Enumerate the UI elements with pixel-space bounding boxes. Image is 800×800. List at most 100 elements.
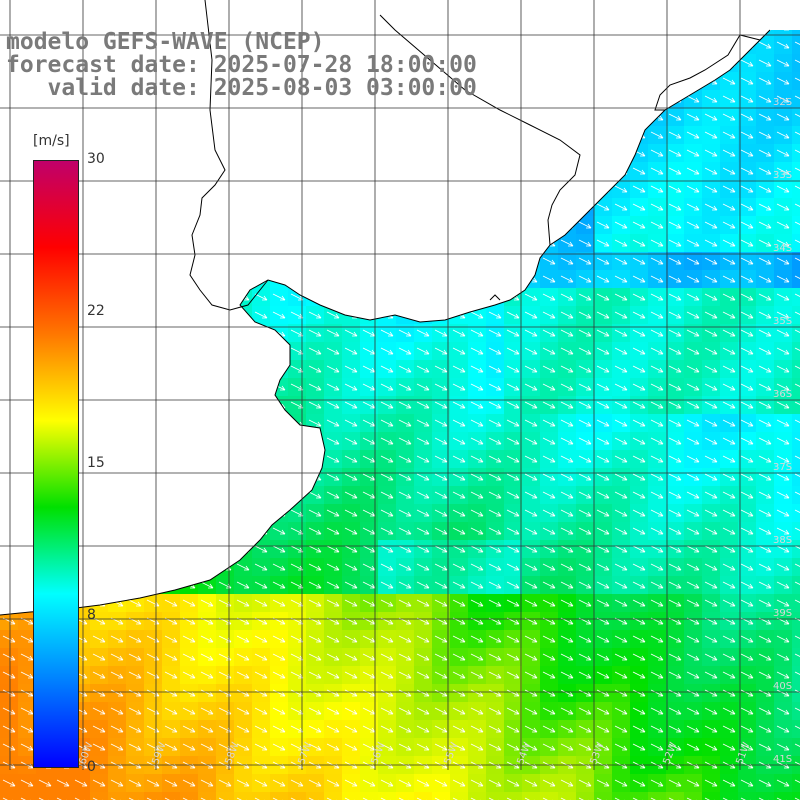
wind-arrow — [236, 581, 250, 589]
wind-arrow — [326, 329, 340, 337]
wind-arrow — [272, 311, 286, 319]
lat-label: 33S — [773, 170, 792, 181]
wind-arrow — [92, 779, 106, 787]
wind-arrow — [704, 581, 718, 589]
wind-arrow — [614, 419, 628, 427]
field-cell — [792, 270, 800, 289]
wind-arrow — [668, 689, 682, 697]
field-cell — [792, 522, 800, 541]
wind-arrow — [542, 275, 556, 283]
wind-arrow — [776, 113, 790, 121]
wind-arrow — [470, 491, 484, 499]
wind-arrow — [740, 599, 754, 607]
wind-arrow — [398, 365, 412, 373]
wind-arrow — [344, 545, 358, 553]
wind-arrow — [488, 599, 502, 607]
wind-arrow — [794, 653, 800, 657]
field-cell — [522, 792, 541, 800]
wind-arrow — [470, 671, 484, 679]
wind-arrow — [434, 797, 445, 800]
wind-arrow — [632, 581, 646, 589]
wind-arrow — [452, 689, 466, 697]
wind-arrow — [740, 149, 754, 157]
wind-arrow — [434, 689, 448, 697]
wind-arrow — [650, 257, 664, 265]
wind-arrow — [326, 347, 340, 355]
wind-arrow — [128, 743, 142, 751]
wind-arrow — [128, 635, 142, 643]
wind-arrow — [362, 563, 376, 571]
field-cell — [0, 792, 19, 800]
wind-arrow — [686, 653, 700, 661]
wind-arrow — [758, 203, 772, 211]
wind-arrow — [344, 401, 358, 409]
wind-arrow — [614, 365, 628, 373]
wind-arrow — [488, 383, 502, 391]
wind-arrow — [614, 293, 628, 301]
wind-arrow — [146, 599, 160, 607]
wind-arrow — [722, 689, 736, 697]
wind-arrow — [344, 653, 358, 661]
wind-arrow — [686, 95, 700, 103]
wind-arrow — [722, 329, 736, 337]
wind-arrow — [596, 365, 610, 373]
wind-arrow — [272, 779, 286, 787]
wind-arrow — [56, 779, 70, 787]
wind-arrow — [110, 671, 124, 679]
wind-arrow — [758, 779, 772, 787]
wind-arrow — [506, 743, 520, 751]
wind-arrow — [344, 347, 358, 355]
wind-arrow — [794, 527, 800, 531]
wind-arrow — [794, 743, 800, 747]
wind-arrow — [686, 671, 700, 679]
field-cell — [576, 792, 595, 800]
wind-arrow — [380, 779, 394, 787]
wind-arrow — [344, 473, 358, 481]
wind-arrow — [182, 743, 196, 751]
wind-arrow — [110, 635, 124, 643]
wind-arrow — [344, 725, 358, 733]
wind-arrow — [794, 437, 800, 441]
wind-arrow — [560, 563, 574, 571]
wind-arrow — [182, 689, 196, 697]
wind-arrow — [506, 455, 520, 463]
field-cell — [252, 792, 271, 800]
wind-arrow — [398, 671, 412, 679]
wind-arrow — [722, 401, 736, 409]
wind-arrow — [452, 563, 466, 571]
wind-arrow — [740, 221, 754, 229]
wind-arrow — [434, 365, 448, 373]
wind-arrow — [416, 707, 430, 715]
wind-arrow — [326, 635, 340, 643]
wind-arrow — [596, 545, 610, 553]
wind-arrow — [398, 725, 412, 733]
wind-arrow — [452, 419, 466, 427]
wind-arrow — [398, 707, 412, 715]
wind-arrow — [632, 221, 646, 229]
colorbar-tick-0: 0 — [87, 759, 96, 775]
wind-arrow — [650, 581, 664, 589]
wind-arrow — [182, 635, 196, 643]
wind-arrow — [92, 689, 106, 697]
wind-arrow — [380, 671, 394, 679]
wind-arrow — [308, 383, 322, 391]
wind-arrow — [614, 653, 628, 661]
wind-arrow — [614, 311, 628, 319]
wind-arrow — [308, 743, 322, 751]
wind-arrow — [740, 203, 754, 211]
wind-arrow — [596, 293, 610, 301]
wind-arrow — [470, 563, 484, 571]
wind-arrow — [398, 779, 412, 787]
wind-arrow — [578, 437, 592, 445]
wind-arrow — [524, 329, 538, 337]
wind-arrow — [704, 473, 718, 481]
wind-arrow — [524, 635, 538, 643]
wind-arrow — [704, 311, 718, 319]
field-cell — [756, 792, 775, 800]
wind-arrow — [794, 383, 800, 387]
wind-arrow — [704, 113, 718, 121]
field-cell — [720, 792, 739, 800]
wind-arrow — [380, 563, 394, 571]
wind-arrow — [524, 671, 538, 679]
